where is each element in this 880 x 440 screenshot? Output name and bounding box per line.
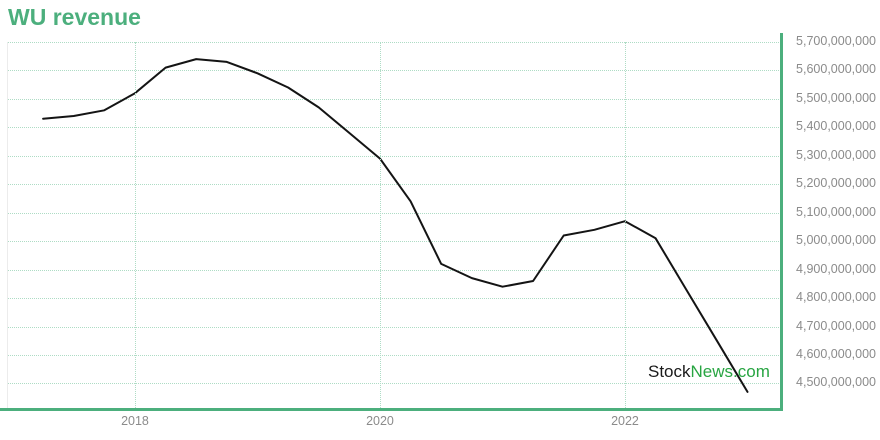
watermark-news-text: News.com — [690, 362, 770, 381]
v-gridline — [624, 42, 626, 408]
y-axis-label: 5,000,000,000 — [796, 233, 876, 248]
y-axis-label: 5,200,000,000 — [796, 176, 876, 191]
h-gridline — [8, 70, 781, 72]
h-gridline — [8, 42, 781, 43]
v-gridline — [379, 42, 381, 408]
y-axis-label: 5,100,000,000 — [796, 204, 876, 219]
y-axis-label: 4,700,000,000 — [796, 318, 876, 333]
h-gridline — [8, 326, 781, 328]
x-axis-label: 2018 — [121, 414, 149, 428]
page-title: WU revenue — [8, 4, 141, 30]
watermark: StockNews.com — [648, 362, 770, 382]
x-axis-label: 2022 — [611, 414, 639, 428]
h-gridline — [8, 155, 781, 157]
y-axis-label: 5,300,000,000 — [796, 147, 876, 162]
y-axis-label: 5,500,000,000 — [796, 90, 876, 105]
h-gridline — [8, 127, 781, 129]
y-axis-label: 5,400,000,000 — [796, 119, 876, 134]
x-axis-bar — [0, 408, 783, 411]
h-gridline — [8, 269, 781, 271]
y-axis-label: 5,700,000,000 — [796, 34, 876, 48]
h-gridline — [8, 354, 781, 356]
plot-area — [7, 42, 781, 408]
y-axis-label: 4,500,000,000 — [796, 375, 876, 390]
h-gridline — [8, 212, 781, 214]
y-axis-label: 4,800,000,000 — [796, 290, 876, 305]
h-gridline — [8, 383, 781, 385]
v-gridline — [134, 42, 136, 408]
x-axis-label: 2020 — [366, 414, 394, 428]
h-gridline — [8, 298, 781, 300]
y-axis-label: 4,900,000,000 — [796, 261, 876, 276]
y-axis-bar — [780, 33, 783, 411]
h-gridline — [8, 184, 781, 186]
h-gridline — [8, 98, 781, 100]
h-gridline — [8, 241, 781, 243]
y-axis-label: 5,600,000,000 — [796, 62, 876, 77]
watermark-stock-text: Stock — [648, 362, 691, 381]
y-axis-label: 4,600,000,000 — [796, 346, 876, 361]
